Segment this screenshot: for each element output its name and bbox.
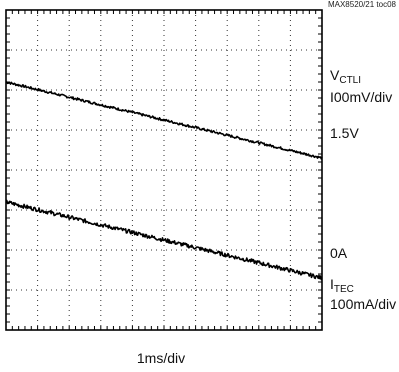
vctli-ref-label: 1.5V bbox=[330, 125, 359, 141]
traces bbox=[5, 81, 323, 281]
plot-frame bbox=[5, 9, 323, 331]
vctli-label-main: V bbox=[330, 67, 340, 83]
document-code: MAX8520/21 toc08 bbox=[327, 0, 396, 9]
vctli-label-sub: CTLI bbox=[339, 75, 362, 86]
trace-ctli bbox=[5, 81, 323, 160]
vctli-scale-label: I00mV/div bbox=[330, 89, 393, 105]
itec-scale-label: 100mA/div bbox=[330, 296, 397, 312]
itec-label-main: I bbox=[330, 276, 334, 292]
itec-ref-label: 0A bbox=[330, 245, 348, 261]
itec-label-sub: TEC bbox=[333, 284, 354, 295]
vctli-channel-label: VCTLI bbox=[330, 67, 361, 86]
itec-channel-label: ITEC bbox=[330, 276, 354, 295]
graticule bbox=[5, 9, 323, 331]
trace-tec bbox=[5, 199, 323, 281]
x-axis-label: 1ms/div bbox=[136, 350, 186, 366]
